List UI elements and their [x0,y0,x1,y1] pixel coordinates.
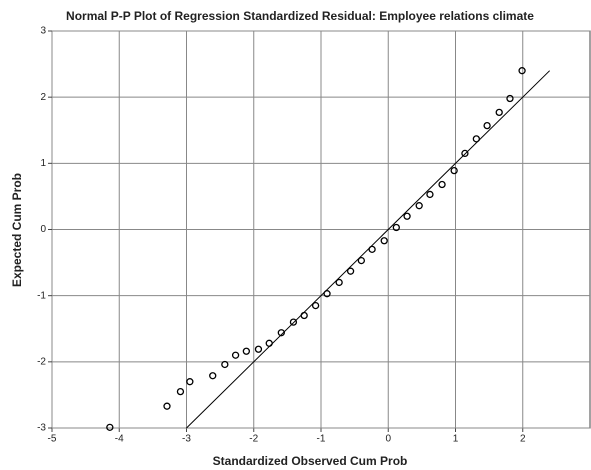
point [311,301,320,310]
point [472,135,480,143]
point [289,318,298,326]
point [221,360,229,369]
point [506,94,514,103]
y-axis-label: Expected Cum Prob [10,173,24,287]
y-tick-label: 0 [40,224,46,235]
point [368,245,376,254]
point [483,121,491,130]
point [323,290,331,298]
reference-line [186,70,551,429]
x-tick-label: -2 [249,434,258,445]
point [346,267,355,275]
point [186,378,194,386]
point [426,190,434,199]
point [450,166,458,175]
point [300,311,308,320]
point [495,108,503,117]
point [106,423,114,431]
point [163,402,171,410]
point [254,345,263,353]
point [518,67,526,75]
point [265,339,273,347]
y-tick-label: 3 [40,26,46,37]
y-tick-label: -2 [37,356,46,367]
x-tick-label: 2 [520,434,526,445]
y-tick-label: 1 [40,158,46,169]
x-tick-label: 0 [385,434,391,445]
point [357,256,366,265]
x-tick-label: -4 [115,434,124,445]
y-tick-label: -3 [37,423,46,434]
point [415,202,423,210]
point [242,347,251,355]
x-tick-label: 1 [453,434,459,445]
point [403,212,411,220]
point [277,329,285,337]
x-tick-label: -3 [182,434,191,445]
x-tick-label: -5 [48,434,57,445]
y-tick-label: -1 [37,290,46,301]
x-tick-label: -1 [317,434,326,445]
point [176,387,185,396]
point [335,278,343,287]
y-tick-label: 2 [40,92,46,103]
point [231,351,240,359]
point [438,180,446,189]
point [380,237,388,245]
point [209,372,217,380]
point [461,149,469,158]
chart-title: Normal P-P Plot of Regression Standardiz… [66,9,534,23]
point [392,223,400,232]
x-axis-label: Standardized Observed Cum Prob [213,454,408,468]
